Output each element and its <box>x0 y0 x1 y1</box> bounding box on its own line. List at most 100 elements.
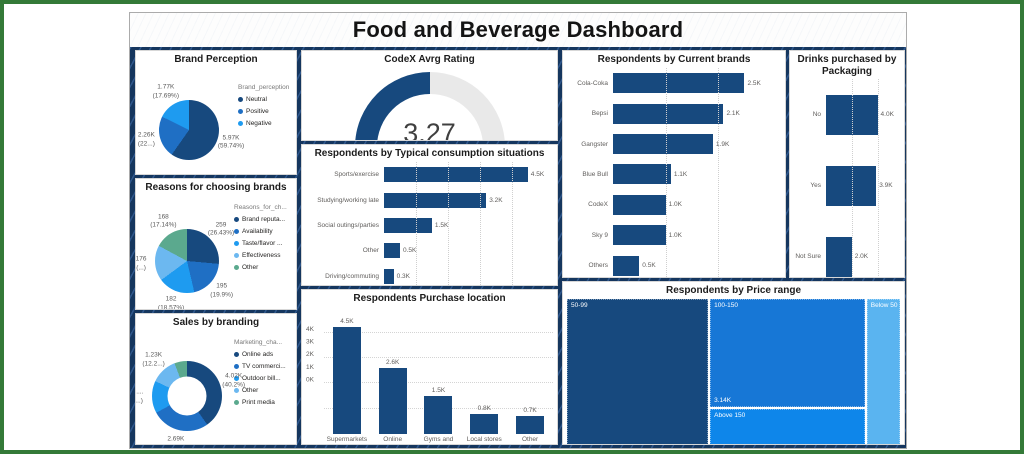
donut-hole <box>167 376 207 416</box>
legend-item[interactable]: TV commerci... <box>234 363 292 370</box>
sales-pie[interactable] <box>152 361 222 431</box>
bar-consumption-3[interactable] <box>384 243 400 259</box>
legend-dot-icon <box>234 241 239 246</box>
slice-percent: (17.14%) <box>150 221 177 229</box>
legend-item[interactable]: Positive <box>238 108 292 115</box>
value-label: 4.5K <box>530 171 545 179</box>
slice-value: 182 <box>165 295 177 303</box>
treemap-block[interactable]: Below 501.01K <box>866 299 900 444</box>
category-label: Gangster <box>581 140 608 148</box>
bar-chart-body: No Yes Not Sure 4.0K 3.9K 2.0K <box>794 79 900 277</box>
value-label: 1.9K <box>715 140 730 148</box>
reasons-pie[interactable] <box>155 229 219 293</box>
brand-perception-pie[interactable] <box>159 99 219 160</box>
bar-current-brands-5[interactable] <box>613 225 666 246</box>
slice-percent: (...) <box>135 397 143 405</box>
pie-slice-label: 259 (26.43%) <box>208 222 234 239</box>
purchase-location-chart: 0K 1K 2K 3K 4K 4.5K 2.6K 1.5K 0.8K 0.7K Supermarke… <box>306 307 553 444</box>
plot-area: 4.5K 3.2K 1.5K 0.5K 0.3K <box>384 162 544 285</box>
legend-dot-icon <box>234 364 239 369</box>
treemap-block[interactable]: Above 1501.56K <box>710 409 865 444</box>
bar-current-brands-3[interactable] <box>613 164 671 185</box>
column: 1.5K <box>416 318 462 434</box>
panel-purchase-location[interactable]: Respondents Purchase location 0K 1K 2K 3K 4K… <box>301 289 558 445</box>
axis-tick-label: 2K <box>306 351 314 359</box>
slice-value: 2.69K <box>167 435 185 443</box>
bar-current-brands-4[interactable] <box>613 194 666 215</box>
gridline <box>718 68 720 277</box>
bar-purchase-location-2[interactable] <box>424 395 453 434</box>
slice-percent: (12.2...) <box>142 360 165 368</box>
panel-price-range[interactable]: Respondents by Price range 50-994.29K100… <box>562 281 905 445</box>
legend-item[interactable]: Other <box>234 264 292 271</box>
chart-title: Respondents by Current brands <box>597 54 751 65</box>
bar-purchase-location-3[interactable] <box>470 413 499 434</box>
chart-legend: Marketing_cha... Online ads TV commerci...… <box>234 331 292 444</box>
bar-row: 1.5K <box>384 217 531 233</box>
value-label: 0.3K <box>396 272 410 280</box>
legend-item[interactable]: Brand reputa... <box>234 216 292 223</box>
category-axis: Supermarkets Online retailers Gyms and fit… <box>324 434 553 444</box>
dashboard-title: Food and Beverage Dashboard <box>352 17 684 42</box>
category-label: Other <box>362 247 379 255</box>
treemap-label: Above 150 <box>714 412 746 420</box>
legend-item[interactable]: Other <box>234 387 292 394</box>
legend-item[interactable]: Negative <box>238 120 292 127</box>
legend-item[interactable]: Outdoor bill... <box>234 375 292 382</box>
bar-purchase-location-1[interactable] <box>378 368 407 434</box>
gauge-min-label: 0.00 <box>337 140 351 141</box>
panel-current-brands[interactable]: Respondents by Current brands Cola-Coka B… <box>562 50 786 278</box>
panel-codex-avg-rating[interactable]: CodeX Avrg Rating 3.27 0.00 6.55 <box>301 50 558 141</box>
panel-brand-perception[interactable]: Brand Perception 5.97K (59.74%) 2.26K (22..… <box>135 50 297 175</box>
bar-current-brands-1[interactable] <box>613 103 724 124</box>
treemap-block[interactable]: 100-150 3.14K <box>710 299 865 408</box>
legend-dot-icon <box>234 229 239 234</box>
column: 2.6K <box>370 318 416 434</box>
pie-slice-label: 1....(...) <box>135 389 143 406</box>
bar-current-brands-0[interactable] <box>613 73 745 94</box>
slice-percent: (40.2%) <box>222 381 246 389</box>
bar-consumption-1[interactable] <box>384 192 487 208</box>
panel-consumption-situations[interactable]: Respondents by Typical consumption situa… <box>301 144 558 286</box>
axis-tick-label: 0K <box>306 376 314 384</box>
bar-consumption-2[interactable] <box>384 217 432 233</box>
value-label: 1.0K <box>668 231 682 239</box>
y-axis: 0K 1K 2K 3K 4K <box>306 307 324 434</box>
legend-item[interactable]: Effectiveness <box>234 252 292 259</box>
bar-current-brands-6[interactable] <box>613 255 640 276</box>
legend-item[interactable]: Taste/flavor ... <box>234 240 292 247</box>
bar-consumption-4[interactable] <box>384 268 394 284</box>
legend-item[interactable]: Neutral <box>238 96 292 103</box>
bar-packaging-2[interactable] <box>826 236 852 277</box>
bar-consumption-0[interactable] <box>384 167 528 183</box>
slice-percent: (59.74%) <box>217 142 245 150</box>
brand-perception-chart: 5.97K (59.74%) 2.26K (22...) 1.77K (17.69%) Br… <box>138 68 292 174</box>
bar-purchase-location-0[interactable] <box>332 327 361 434</box>
legend-label: Brand reputa... <box>242 216 285 223</box>
legend-item[interactable]: Online ads <box>234 351 292 358</box>
legend-item[interactable]: Print media <box>234 399 292 406</box>
current-brands-chart: Cola-Coka Bepsi Gangster Blue Bull CodeX Sky … <box>567 68 781 277</box>
value-label: 1.0K <box>668 201 682 209</box>
panel-packaging[interactable]: Drinks purchased by Packaging No Yes Not S… <box>789 50 905 278</box>
slice-percent: (26.43%) <box>207 230 235 237</box>
panel-sales-by-branding[interactable]: Sales by branding 4.02K(40.2%) 2.69K(26.8… <box>135 313 297 445</box>
bar-purchase-location-4[interactable] <box>516 416 545 434</box>
sales-chart: 4.02K(40.2%) 2.69K(26.88%) 1....(...) 1.23K… <box>136 331 292 444</box>
bar-packaging-1[interactable] <box>826 165 877 206</box>
value-label: 1.1K <box>673 170 688 178</box>
column: 0.7K <box>507 318 553 434</box>
gauge: 3.27 0.00 6.55 <box>315 72 545 141</box>
legend-dot-icon <box>234 217 239 222</box>
chart-title: Reasons for choosing brands <box>145 182 287 193</box>
gridline <box>447 162 449 285</box>
bar-current-brands-2[interactable] <box>613 134 713 155</box>
legend-label: Neutral <box>246 96 267 103</box>
treemap-block[interactable]: 50-994.29K <box>567 299 709 444</box>
bar-row: 2.5K <box>613 73 761 94</box>
panel-reasons-for-choosing-brands[interactable]: Reasons for choosing brands 259 (26.43%) 1… <box>135 178 297 310</box>
bar-row: 0.5K <box>384 243 531 259</box>
gauge-value: 3.27 <box>403 118 456 141</box>
category-label: CodeX <box>588 201 608 209</box>
legend-item[interactable]: Availability <box>234 228 292 235</box>
